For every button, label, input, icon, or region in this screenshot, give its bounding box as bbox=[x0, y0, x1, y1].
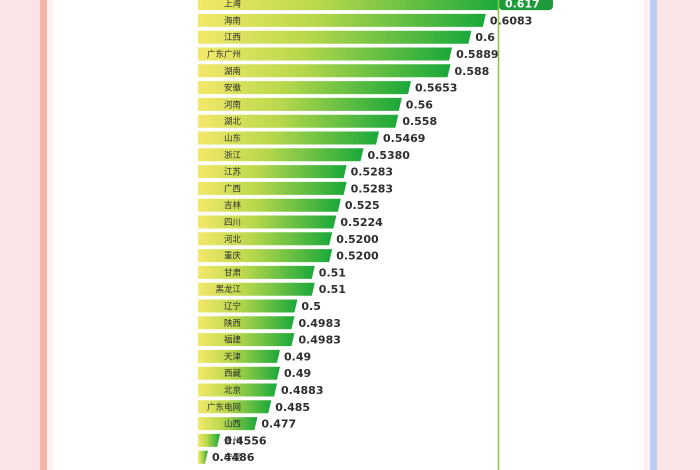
value-label: 0.5200 bbox=[336, 233, 379, 246]
category-label: 海南 bbox=[224, 15, 241, 26]
category-label: 江西 bbox=[224, 33, 241, 43]
category-labels-group: 上海海南江西广东广州湖南安徽河南湖北山东浙江江苏广西吉林四川河北重庆甘肃黑龙江辽… bbox=[207, 0, 242, 463]
bar-28 bbox=[198, 450, 208, 464]
category-label: 山东 bbox=[224, 133, 241, 144]
bar-21 bbox=[198, 333, 295, 347]
value-label: 0.5380 bbox=[368, 149, 411, 162]
bar-11 bbox=[198, 165, 347, 179]
category-label: 四川 bbox=[224, 218, 241, 228]
bar-16 bbox=[198, 249, 333, 263]
bar-14 bbox=[198, 215, 337, 229]
value-label: 0.525 bbox=[345, 199, 380, 212]
category-label: 上海 bbox=[224, 0, 242, 10]
value-label: 0.6 bbox=[475, 31, 495, 44]
right-inner-stripe bbox=[644, 0, 650, 470]
value-label: 0.5469 bbox=[383, 132, 425, 145]
category-label: 湖南 bbox=[224, 66, 241, 77]
bar-26 bbox=[198, 417, 258, 431]
right-decorative-stripe bbox=[650, 0, 657, 470]
bar-5 bbox=[198, 64, 451, 78]
value-label: 0.4983 bbox=[298, 334, 340, 347]
category-label: 广东广州 bbox=[207, 49, 241, 60]
category-label: 江苏 bbox=[224, 167, 242, 178]
value-label: 0.4486 bbox=[212, 451, 255, 464]
left-decorative-stripe bbox=[40, 0, 47, 470]
category-label: 重庆 bbox=[224, 251, 242, 262]
bar-6 bbox=[198, 81, 412, 95]
bar-8 bbox=[198, 114, 399, 128]
bar-22 bbox=[198, 349, 280, 363]
left-inner-stripe bbox=[47, 0, 53, 470]
value-label: 0.617 bbox=[505, 0, 540, 11]
value-label: 0.51 bbox=[319, 266, 346, 279]
bar-24 bbox=[198, 383, 278, 397]
value-label: 0.4883 bbox=[281, 384, 323, 397]
bar-20 bbox=[198, 316, 295, 330]
value-label: 0.5 bbox=[301, 300, 321, 313]
value-label: 0.49 bbox=[284, 367, 311, 380]
value-label: 0.5200 bbox=[336, 250, 379, 263]
bar-13 bbox=[198, 198, 341, 212]
bar-18 bbox=[198, 282, 315, 296]
category-label: 西藏 bbox=[224, 368, 242, 379]
value-label: 0.5889 bbox=[456, 48, 498, 61]
value-label: 0.6083 bbox=[490, 14, 532, 27]
category-label: 天津 bbox=[224, 351, 242, 362]
value-label: 0.5283 bbox=[351, 182, 393, 195]
category-label: 安徽 bbox=[224, 83, 242, 94]
category-label: 陕西 bbox=[224, 318, 241, 329]
bar-23 bbox=[198, 366, 280, 380]
bar-15 bbox=[198, 232, 333, 246]
bar-27 bbox=[198, 433, 221, 447]
value-label: 0.588 bbox=[455, 65, 490, 78]
bars-group bbox=[198, 0, 501, 464]
bar-2 bbox=[198, 13, 486, 27]
category-label: 辽宁 bbox=[224, 301, 241, 312]
category-label: 吉林 bbox=[224, 200, 242, 211]
value-label: 0.4556 bbox=[224, 434, 267, 447]
value-label: 0.51 bbox=[319, 283, 346, 296]
top-value-pill bbox=[498, 0, 553, 11]
category-label: 河北 bbox=[224, 234, 242, 245]
bar-9 bbox=[198, 131, 380, 145]
value-label: 0.5283 bbox=[351, 166, 393, 179]
value-label: 0.5653 bbox=[415, 82, 457, 95]
category-label: 贵州 bbox=[224, 435, 241, 446]
bar-3 bbox=[198, 30, 472, 44]
category-label: 黑龙江 bbox=[215, 284, 241, 295]
category-label: 广西 bbox=[224, 183, 241, 194]
bar-10 bbox=[198, 148, 364, 162]
value-label: 0.477 bbox=[261, 418, 296, 431]
chart-card: 上海海南江西广东广州湖南安徽河南湖北山东浙江江苏广西吉林四川河北重庆甘肃黑龙江辽… bbox=[53, 0, 644, 470]
category-label: 湖北 bbox=[224, 117, 242, 127]
bar-25 bbox=[198, 400, 272, 414]
category-label: 福建 bbox=[224, 335, 242, 346]
value-label: 0.485 bbox=[275, 401, 310, 414]
category-label: 河南 bbox=[224, 99, 241, 110]
category-label: 宁夏 bbox=[224, 452, 242, 463]
category-label: 浙江 bbox=[224, 150, 242, 161]
category-label: 甘肃 bbox=[224, 267, 242, 278]
bar-17 bbox=[198, 265, 315, 279]
bar-1 bbox=[198, 0, 501, 11]
value-label: 0.5224 bbox=[340, 216, 383, 229]
value-label: 0.49 bbox=[284, 350, 311, 363]
bar-19 bbox=[198, 299, 298, 313]
bar-chart: 上海海南江西广东广州湖南安徽河南湖北山东浙江江苏广西吉林四川河北重庆甘肃黑龙江辽… bbox=[198, 0, 553, 470]
value-label: 0.56 bbox=[406, 98, 433, 111]
bar-12 bbox=[198, 181, 347, 195]
bar-4 bbox=[198, 47, 453, 61]
bar-7 bbox=[198, 97, 402, 111]
value-labels-group: 0.617 0.6083 0.6 0.5889 0.588 0.5653 0.56 0.558… bbox=[212, 0, 553, 464]
category-label: 山西 bbox=[224, 419, 241, 430]
value-label: 0.4983 bbox=[298, 317, 340, 330]
category-label: 北京 bbox=[224, 385, 241, 396]
value-label: 0.558 bbox=[402, 115, 437, 128]
category-label: 广东电网 bbox=[207, 402, 241, 413]
